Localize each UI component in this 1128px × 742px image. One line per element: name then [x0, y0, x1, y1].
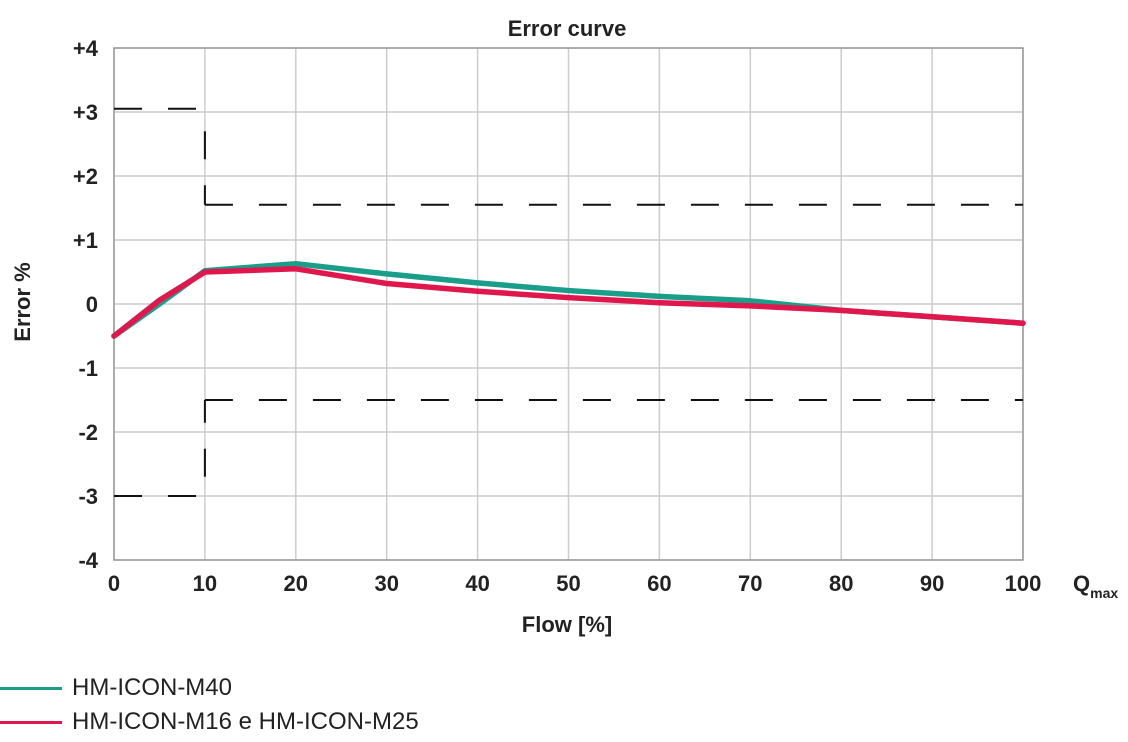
- y-tick-label: -1: [78, 356, 98, 381]
- x-unit-label: Qmax: [1073, 571, 1118, 601]
- x-tick-label: 20: [284, 571, 308, 596]
- y-axis-label: Error %: [10, 262, 35, 341]
- legend-item-m40: HM-ICON-M40: [0, 673, 232, 703]
- x-tick-labels: 0 10 20 30 40 50 60 70 80 90 100: [108, 571, 1041, 596]
- chart-title: Error curve: [508, 16, 627, 41]
- legend-label-m40: HM-ICON-M40: [72, 674, 232, 701]
- x-axis-label: Flow [%]: [522, 612, 612, 637]
- x-tick-label: 40: [465, 571, 489, 596]
- tolerance-limits: [114, 107, 1023, 497]
- error-curve-chart: Error curve +4 +3 +2 +1 0 -1 -2 -3 -4 0 10 20 30 40 5…: [10, 16, 1118, 637]
- y-tick-label: -4: [78, 548, 98, 573]
- y-tick-label: +3: [73, 100, 98, 125]
- y-tick-label: +1: [73, 228, 98, 253]
- series-line-1: [111, 266, 1026, 339]
- x-unit-main: Q: [1073, 571, 1090, 596]
- series-lines: [111, 260, 1026, 339]
- y-tick-label: 0: [86, 292, 98, 317]
- x-tick-label: 10: [193, 571, 217, 596]
- legend-swatch-m40: [0, 686, 62, 690]
- legend-item-m16-m25: HM-ICON-M16 e HM-ICON-M25: [0, 707, 419, 737]
- x-tick-label: 0: [108, 571, 120, 596]
- x-tick-label: 80: [829, 571, 853, 596]
- x-tick-label: 90: [920, 571, 944, 596]
- x-tick-label: 30: [374, 571, 398, 596]
- legend-label-m16-m25: HM-ICON-M16 e HM-ICON-M25: [72, 708, 419, 735]
- y-tick-label: -2: [78, 420, 98, 445]
- grid: [113, 47, 1024, 561]
- y-tick-label: -3: [78, 484, 98, 509]
- x-tick-label: 100: [1005, 571, 1042, 596]
- x-tick-label: 50: [556, 571, 580, 596]
- y-tick-labels: +4 +3 +2 +1 0 -1 -2 -3 -4: [73, 36, 99, 573]
- x-tick-label: 60: [647, 571, 671, 596]
- x-unit-sub: max: [1090, 585, 1118, 601]
- x-tick-label: 70: [738, 571, 762, 596]
- legend-swatch-m16-m25: [0, 720, 62, 724]
- y-tick-label: +4: [73, 36, 99, 61]
- plot-frame: [113, 47, 1024, 561]
- y-tick-label: +2: [73, 164, 98, 189]
